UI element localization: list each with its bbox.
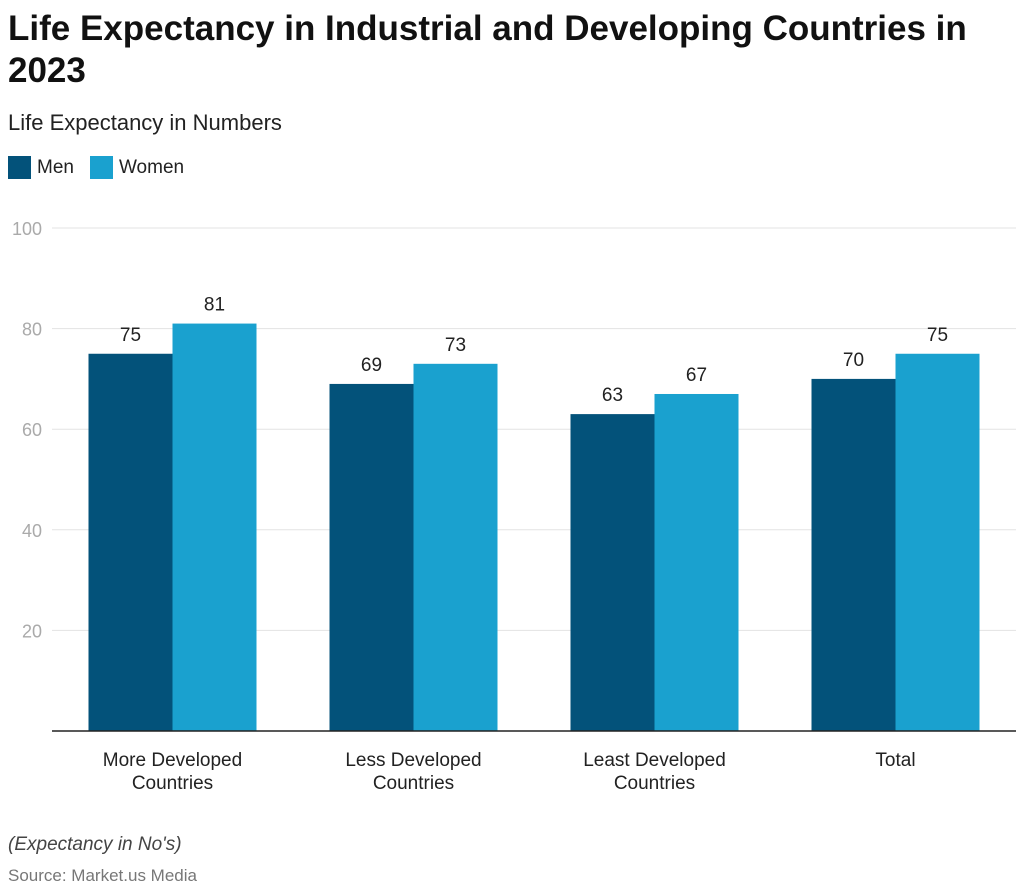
data-label: 73: [445, 335, 466, 356]
legend-swatch-women: [89, 156, 113, 179]
chart-source: Source: Market.us Media: [8, 866, 197, 885]
legend-item-women: Women: [89, 156, 185, 179]
bar-men: [811, 378, 896, 731]
bar-women: [172, 323, 257, 731]
x-tick-label: Countries: [373, 773, 454, 794]
x-tick-label: Total: [875, 750, 915, 771]
data-label: 69: [361, 355, 382, 376]
data-label: 70: [843, 350, 864, 371]
legend-swatch-men: [8, 156, 31, 179]
legend: Men Women: [8, 156, 184, 179]
y-tick-label: 40: [22, 521, 42, 541]
data-label: 75: [927, 325, 948, 346]
bar-women: [895, 353, 980, 731]
y-tick-label: 80: [22, 320, 42, 340]
x-tick-label: Less Developed: [345, 750, 481, 771]
y-tick-label: 60: [22, 420, 42, 440]
chart-note: (Expectancy in No's): [8, 834, 182, 855]
bar-women: [413, 363, 498, 731]
x-tick-label: Countries: [132, 773, 213, 794]
data-label: 63: [602, 385, 623, 406]
legend-item-men: Men: [8, 156, 74, 179]
bar-men: [570, 414, 655, 731]
chart-title: Life Expectancy in Industrial and Develo…: [8, 9, 967, 90]
data-label: 75: [120, 325, 141, 346]
x-tick-label: Countries: [614, 773, 695, 794]
chart-subtitle: Life Expectancy in Numbers: [8, 110, 282, 135]
bar-women: [654, 393, 739, 731]
x-tick-label: Least Developed: [583, 750, 726, 771]
y-tick-label: 100: [12, 219, 42, 239]
bar-men: [88, 353, 173, 731]
x-tick-label: More Developed: [103, 750, 242, 771]
legend-label-women: Women: [118, 156, 185, 178]
legend-label-men: Men: [37, 156, 74, 178]
bar-men: [329, 383, 414, 731]
y-tick-label: 20: [22, 621, 42, 641]
data-label: 81: [204, 295, 225, 316]
data-label: 67: [686, 365, 707, 386]
